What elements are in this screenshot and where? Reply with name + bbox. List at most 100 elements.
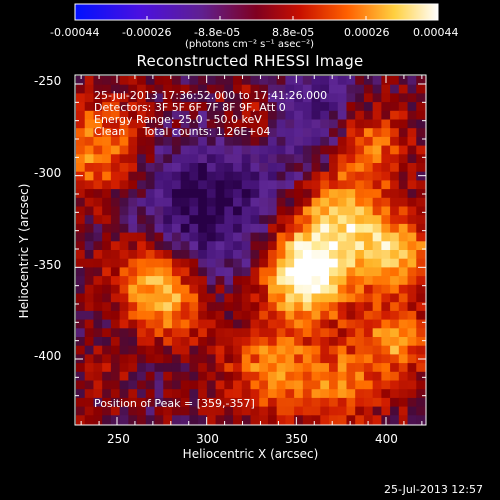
heatmap-cell: [311, 397, 321, 408]
heatmap-cell: [233, 267, 243, 277]
heatmap-cell: [294, 154, 304, 164]
heatmap-cell: [294, 397, 304, 408]
heatmap-cell: [84, 84, 94, 94]
heatmap-cell: [250, 171, 260, 181]
heatmap-cell: [372, 328, 382, 338]
heatmap-cell: [250, 354, 260, 364]
heatmap-cell: [145, 189, 156, 199]
heatmap-cell: [206, 163, 217, 173]
heatmap-cell: [294, 189, 304, 199]
heatmap-cell: [276, 337, 286, 347]
heatmap-cell: [320, 345, 330, 355]
heatmap-cell: [381, 310, 391, 321]
heatmap-cell: [93, 180, 103, 190]
heatmap-cell: [110, 171, 121, 181]
heatmap-cell: [407, 397, 417, 408]
heatmap-cell: [337, 310, 347, 321]
heatmap-cell: [363, 102, 374, 112]
heatmap-cell: [355, 328, 365, 338]
heatmap-cell: [407, 415, 417, 425]
heatmap-cell: [363, 319, 374, 329]
heatmap-cell: [110, 389, 121, 399]
heatmap-cell: [381, 241, 391, 251]
heatmap-cell: [390, 380, 400, 390]
heatmap-cell: [224, 371, 234, 381]
heatmap-cell: [372, 180, 382, 190]
heatmap-cell: [276, 319, 286, 329]
heatmap-cell: [224, 197, 234, 207]
heatmap-cell: [154, 163, 164, 173]
heatmap-cell: [355, 276, 365, 286]
heatmap-cell: [372, 284, 382, 294]
heatmap-cell: [416, 389, 426, 399]
heatmap-cell: [390, 415, 400, 425]
heatmap-cell: [119, 380, 129, 390]
heatmap-cell: [189, 363, 199, 373]
heatmap-cell: [267, 276, 278, 286]
heatmap-cell: [259, 189, 269, 199]
heatmap-cell: [372, 163, 382, 173]
heatmap-cell: [119, 302, 129, 312]
heatmap-cell: [189, 293, 199, 303]
heatmap-cell: [311, 380, 321, 390]
heatmap-cell: [250, 128, 260, 138]
heatmap-cell: [84, 76, 94, 86]
heatmap-cell: [329, 163, 339, 173]
axis-ticks: [75, 75, 426, 425]
heatmap-cell: [76, 241, 86, 251]
heatmap-cell: [398, 258, 409, 268]
heatmap-cell: [171, 232, 182, 242]
heatmap-cell: [302, 293, 313, 303]
heatmap-cell: [76, 102, 86, 112]
heatmap-cell: [76, 406, 86, 416]
heatmap-cell: [346, 337, 356, 347]
heatmap-cell: [390, 84, 400, 94]
heatmap-cell: [329, 241, 339, 251]
heatmap-cell: [250, 284, 260, 294]
heatmap-cell: [215, 189, 225, 199]
heatmap-cell: [215, 267, 225, 277]
heatmap-cell: [302, 119, 313, 129]
heatmap-cell: [407, 206, 417, 216]
heatmap-cell: [302, 415, 313, 425]
heatmap-cell: [137, 197, 147, 207]
heatmap-cell: [224, 206, 234, 216]
heatmap-cell: [390, 293, 400, 303]
heatmap-cell: [398, 267, 409, 277]
heatmap-cell: [346, 389, 356, 399]
heatmap-cell: [346, 406, 356, 416]
heatmap-cell: [407, 363, 417, 373]
heatmap-cell: [329, 93, 339, 103]
heatmap-cell: [154, 232, 164, 242]
heatmap-cell: [329, 128, 339, 138]
heatmap-cell: [320, 406, 330, 416]
heatmap-cell: [337, 397, 347, 408]
heatmap-cell: [259, 276, 269, 286]
heatmap-cell: [294, 371, 304, 381]
heatmap-cell: [110, 119, 121, 129]
heatmap-cell: [302, 371, 313, 381]
heatmap-cell: [320, 76, 330, 86]
heatmap-cell: [93, 145, 103, 155]
heatmap-cell: [241, 415, 251, 425]
heatmap-cell: [276, 223, 286, 234]
heatmap-cell: [128, 93, 138, 103]
heatmap-cell: [337, 267, 347, 277]
heatmap-cell: [398, 232, 409, 242]
heatmap-cell: [110, 354, 121, 364]
heatmap-cell: [224, 363, 234, 373]
time-range-text: 25-Jul-2013 17:36:52.000 to 17:41:26.000: [94, 89, 328, 102]
heatmap-cell: [93, 363, 103, 373]
heatmap-cell: [250, 136, 260, 147]
heatmap-cell: [267, 241, 278, 251]
heatmap-cell: [102, 197, 112, 207]
heatmap-cell: [137, 363, 147, 373]
heatmap-cell: [233, 232, 243, 242]
heatmap-cell: [171, 319, 182, 329]
heatmap-cell: [285, 293, 295, 303]
heatmap-cell: [416, 328, 426, 338]
heatmap-cell: [294, 354, 304, 364]
heatmap-cell: [407, 84, 417, 94]
heatmap-cell: [259, 415, 269, 425]
heatmap-cell: [276, 84, 286, 94]
